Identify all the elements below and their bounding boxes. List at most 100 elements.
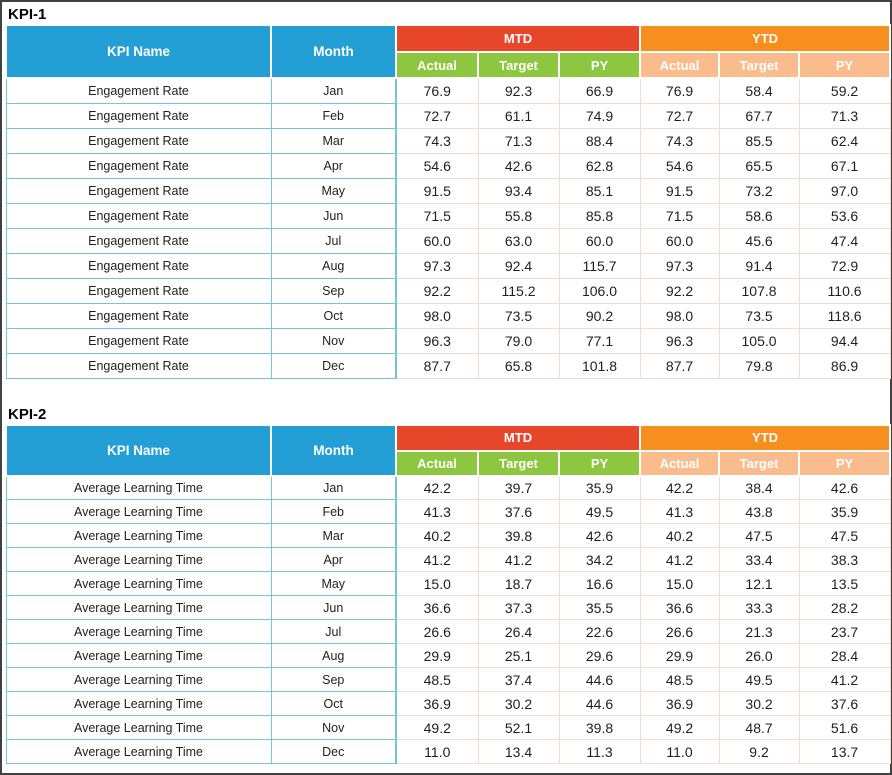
- kpi-name-cell: Engagement Rate: [5, 327, 272, 354]
- month-cell: Apr: [270, 152, 397, 179]
- value-cell-ytd-target: 9.2: [718, 739, 800, 764]
- table-row: Average Learning Time Aug 29.9 25.1 29.6 29.9…: [5, 643, 891, 668]
- value-cell-ytd-actual: 60.0: [639, 227, 720, 254]
- value-cell-mtd-py: 39.8: [558, 715, 641, 740]
- value-cell-ytd-actual: 49.2: [639, 715, 720, 740]
- value-cell-mtd-py: 66.9: [558, 77, 641, 104]
- value-cell-ytd-target: 73.5: [718, 302, 800, 329]
- kpi-name-header: KPI Name: [5, 24, 272, 79]
- value-cell-ytd-py: 28.2: [798, 595, 891, 620]
- month-cell: Nov: [270, 715, 397, 740]
- value-cell-mtd-py: 16.6: [558, 571, 641, 596]
- table-row: Engagement Rate Dec 87.7 65.8 101.8 87.7 79.8 8…: [5, 352, 891, 379]
- month-cell: May: [270, 571, 397, 596]
- value-cell-mtd-target: 63.0: [477, 227, 560, 254]
- month-cell: Sep: [270, 277, 397, 304]
- value-cell-mtd-target: 115.2: [477, 277, 560, 304]
- value-cell-mtd-actual: 74.3: [395, 127, 479, 154]
- value-cell-mtd-actual: 97.3: [395, 252, 479, 279]
- value-cell-mtd-target: 37.6: [477, 499, 560, 524]
- value-cell-ytd-actual: 41.2: [639, 547, 720, 572]
- value-cell-ytd-target: 21.3: [718, 619, 800, 644]
- value-cell-ytd-actual: 54.6: [639, 152, 720, 179]
- value-cell-ytd-actual: 41.3: [639, 499, 720, 524]
- month-cell: Jul: [270, 619, 397, 644]
- value-cell-mtd-actual: 41.2: [395, 547, 479, 572]
- month-cell: Jul: [270, 227, 397, 254]
- value-cell-mtd-target: 55.8: [477, 202, 560, 229]
- value-cell-ytd-py: 97.0: [798, 177, 891, 204]
- value-cell-mtd-target: 41.2: [477, 547, 560, 572]
- table-row: Engagement Rate Jan 76.9 92.3 66.9 76.9 58.4 59…: [5, 77, 891, 104]
- kpi-name-cell: Engagement Rate: [5, 252, 272, 279]
- value-cell-mtd-actual: 92.2: [395, 277, 479, 304]
- value-cell-mtd-py: 29.6: [558, 643, 641, 668]
- mtd-band-header: MTD: [394, 423, 642, 452]
- value-cell-ytd-py: 62.4: [798, 127, 891, 154]
- value-cell-mtd-actual: 26.6: [395, 619, 479, 644]
- value-cell-mtd-target: 61.1: [477, 102, 560, 129]
- month-header: Month: [270, 423, 397, 477]
- value-cell-ytd-actual: 76.9: [639, 77, 720, 104]
- value-cell-ytd-target: 33.4: [718, 547, 800, 572]
- month-cell: Feb: [270, 102, 397, 129]
- ytd-target-header: Target: [718, 449, 801, 477]
- value-cell-ytd-target: 91.4: [718, 252, 800, 279]
- value-cell-mtd-py: 85.8: [558, 202, 641, 229]
- value-cell-mtd-actual: 11.0: [395, 739, 479, 764]
- value-cell-ytd-py: 37.6: [798, 691, 891, 716]
- value-cell-mtd-actual: 40.2: [395, 523, 479, 548]
- table-row: Engagement Rate Aug 97.3 92.4 115.7 97.3 91.4 7…: [5, 252, 891, 279]
- month-cell: Oct: [270, 691, 397, 716]
- value-cell-ytd-target: 79.8: [718, 352, 800, 379]
- kpi-name-cell: Engagement Rate: [5, 77, 272, 104]
- value-cell-ytd-target: 45.6: [718, 227, 800, 254]
- ytd-target-header: Target: [718, 51, 801, 79]
- value-cell-ytd-target: 30.2: [718, 691, 800, 716]
- value-cell-ytd-actual: 92.2: [639, 277, 720, 304]
- month-cell: Jun: [270, 202, 397, 229]
- month-cell: May: [270, 177, 397, 204]
- month-header: Month: [270, 24, 397, 79]
- kpi1-table: KPI Name Month MTD YTD Actual Target PY …: [5, 24, 892, 379]
- value-cell-mtd-target: 37.3: [477, 595, 560, 620]
- value-cell-mtd-target: 25.1: [477, 643, 560, 668]
- value-cell-mtd-target: 79.0: [477, 327, 560, 354]
- value-cell-mtd-py: 34.2: [558, 547, 641, 572]
- value-cell-mtd-py: 22.6: [558, 619, 641, 644]
- value-cell-ytd-py: 13.7: [798, 739, 891, 764]
- value-cell-mtd-actual: 72.7: [395, 102, 479, 129]
- value-cell-mtd-target: 37.4: [477, 667, 560, 692]
- value-cell-ytd-target: 67.7: [718, 102, 800, 129]
- value-cell-mtd-target: 42.6: [477, 152, 560, 179]
- value-cell-mtd-py: 42.6: [558, 523, 641, 548]
- value-cell-ytd-actual: 71.5: [639, 202, 720, 229]
- value-cell-ytd-py: 47.4: [798, 227, 891, 254]
- value-cell-mtd-target: 71.3: [477, 127, 560, 154]
- value-cell-ytd-actual: 97.3: [639, 252, 720, 279]
- table-row: Average Learning Time Apr 41.2 41.2 34.2 41.2…: [5, 547, 891, 572]
- value-cell-ytd-actual: 87.7: [639, 352, 720, 379]
- value-cell-ytd-target: 26.0: [718, 643, 800, 668]
- value-cell-ytd-target: 12.1: [718, 571, 800, 596]
- month-cell: Aug: [270, 252, 397, 279]
- value-cell-mtd-py: 62.8: [558, 152, 641, 179]
- value-cell-ytd-actual: 36.9: [639, 691, 720, 716]
- kpi-name-header: KPI Name: [5, 423, 272, 477]
- value-cell-ytd-target: 107.8: [718, 277, 800, 304]
- month-cell: Aug: [270, 643, 397, 668]
- kpi-name-cell: Average Learning Time: [5, 619, 272, 644]
- table-row: Average Learning Time Feb 41.3 37.6 49.5 41.3…: [5, 499, 891, 524]
- value-cell-mtd-target: 26.4: [477, 619, 560, 644]
- month-cell: Oct: [270, 302, 397, 329]
- value-cell-mtd-py: 35.9: [558, 475, 641, 500]
- mtd-band-header: MTD: [394, 24, 642, 53]
- value-cell-mtd-actual: 15.0: [395, 571, 479, 596]
- kpi-name-cell: Engagement Rate: [5, 352, 272, 379]
- value-cell-mtd-target: 39.7: [477, 475, 560, 500]
- value-cell-ytd-actual: 26.6: [639, 619, 720, 644]
- value-cell-mtd-actual: 60.0: [395, 227, 479, 254]
- value-cell-mtd-py: 35.5: [558, 595, 641, 620]
- value-cell-ytd-py: 13.5: [798, 571, 891, 596]
